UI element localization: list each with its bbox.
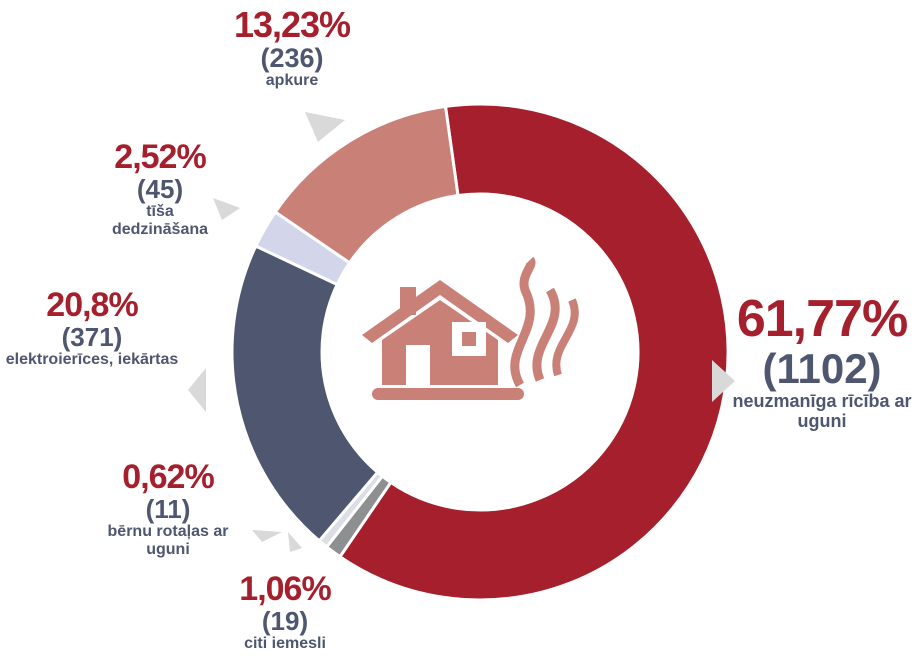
percent-label: 0,62% <box>122 458 214 496</box>
data-label: 13,23% (236) apkure <box>212 6 372 91</box>
category-label: citi iemesli <box>244 634 326 652</box>
slice <box>337 102 730 602</box>
category-label: bērnu rotaļas ar uguni <box>107 522 229 559</box>
data-label: 61,77% (1102) neuzmanīga rīcība ar uguni <box>722 292 922 432</box>
count-label: (45) <box>136 173 184 204</box>
count-label: (19) <box>261 605 309 636</box>
percent-label: 20,8% <box>46 286 138 324</box>
category-label: neuzmanīga rīcība ar uguni <box>732 390 912 432</box>
data-label: 2,52% (45) tīša dedzināšana <box>100 138 220 240</box>
count-label: (11) <box>145 493 191 524</box>
house-icon <box>362 256 579 400</box>
percent-label: 13,23% <box>233 4 351 45</box>
pointers <box>188 112 735 552</box>
count-label: (236) <box>260 42 324 73</box>
slice <box>230 244 380 543</box>
count-label: (1102) <box>762 344 882 392</box>
percent-label: 61,77% <box>736 290 908 348</box>
category-label: apkure <box>265 72 319 90</box>
percent-label: 1,06% <box>239 570 331 608</box>
category-label: elektroierīces, iekārtas <box>5 350 179 368</box>
category-label: tīša dedzināšana <box>111 202 209 239</box>
slice <box>273 104 460 265</box>
percent-label: 2,52% <box>114 138 206 176</box>
count-label: (371) <box>61 321 123 352</box>
data-label: 20,8% (371) elektroierīces, iekārtas <box>2 286 182 369</box>
data-label: 1,06% (19) citi iemesli <box>205 570 365 653</box>
data-label: 0,62% (11) bērnu rotaļas ar uguni <box>98 458 238 560</box>
